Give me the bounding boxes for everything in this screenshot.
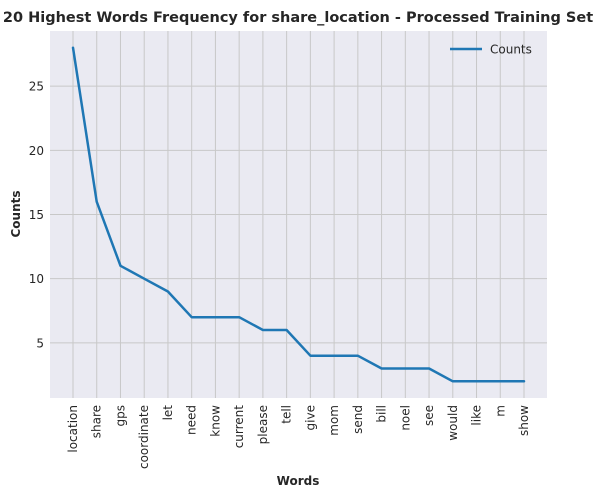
y-tick-label: 5 bbox=[36, 336, 44, 350]
x-tick-label: gps bbox=[113, 405, 127, 427]
legend: Counts bbox=[450, 43, 532, 57]
y-tick-label: 20 bbox=[29, 144, 44, 158]
y-axis-label: Counts bbox=[9, 190, 23, 237]
x-tick-label: know bbox=[208, 405, 222, 437]
x-tick-label: location bbox=[66, 405, 80, 453]
legend-label: Counts bbox=[490, 43, 532, 57]
y-tick-label: 15 bbox=[29, 208, 44, 222]
x-tick-label: share bbox=[90, 405, 104, 438]
x-tick-label: need bbox=[185, 405, 199, 435]
x-tick-label: let bbox=[161, 405, 175, 421]
series-line-counts bbox=[71, 46, 526, 383]
series-group bbox=[71, 46, 526, 383]
y-tick-label: 25 bbox=[29, 80, 44, 94]
y-tick-label: 10 bbox=[29, 272, 44, 286]
x-tick-label: give bbox=[303, 405, 317, 430]
chart-title: 20 Highest Words Frequency for share_loc… bbox=[3, 10, 593, 26]
x-tick-label: like bbox=[470, 405, 484, 426]
x-tick-label: show bbox=[517, 405, 531, 436]
x-tick-label: m bbox=[493, 405, 507, 417]
x-tick-label: please bbox=[256, 405, 270, 444]
x-tick-label: coordinate bbox=[137, 405, 151, 469]
x-tick-label: bill bbox=[375, 405, 389, 423]
x-tick-label: would bbox=[446, 405, 460, 441]
x-tick-label: see bbox=[422, 405, 436, 426]
y-tick-labels: 5 10 15 20 25 bbox=[29, 80, 44, 351]
x-tick-labels: location share gps coordinate let need know cur… bbox=[66, 405, 531, 469]
x-axis-label: Words bbox=[277, 474, 320, 488]
x-tick-label: tell bbox=[280, 405, 294, 424]
y-gridlines bbox=[50, 85, 547, 344]
x-tick-label: current bbox=[232, 405, 246, 449]
x-tick-label: noel bbox=[398, 405, 412, 431]
x-tick-label: mom bbox=[327, 405, 341, 436]
x-tick-label: send bbox=[351, 405, 365, 434]
